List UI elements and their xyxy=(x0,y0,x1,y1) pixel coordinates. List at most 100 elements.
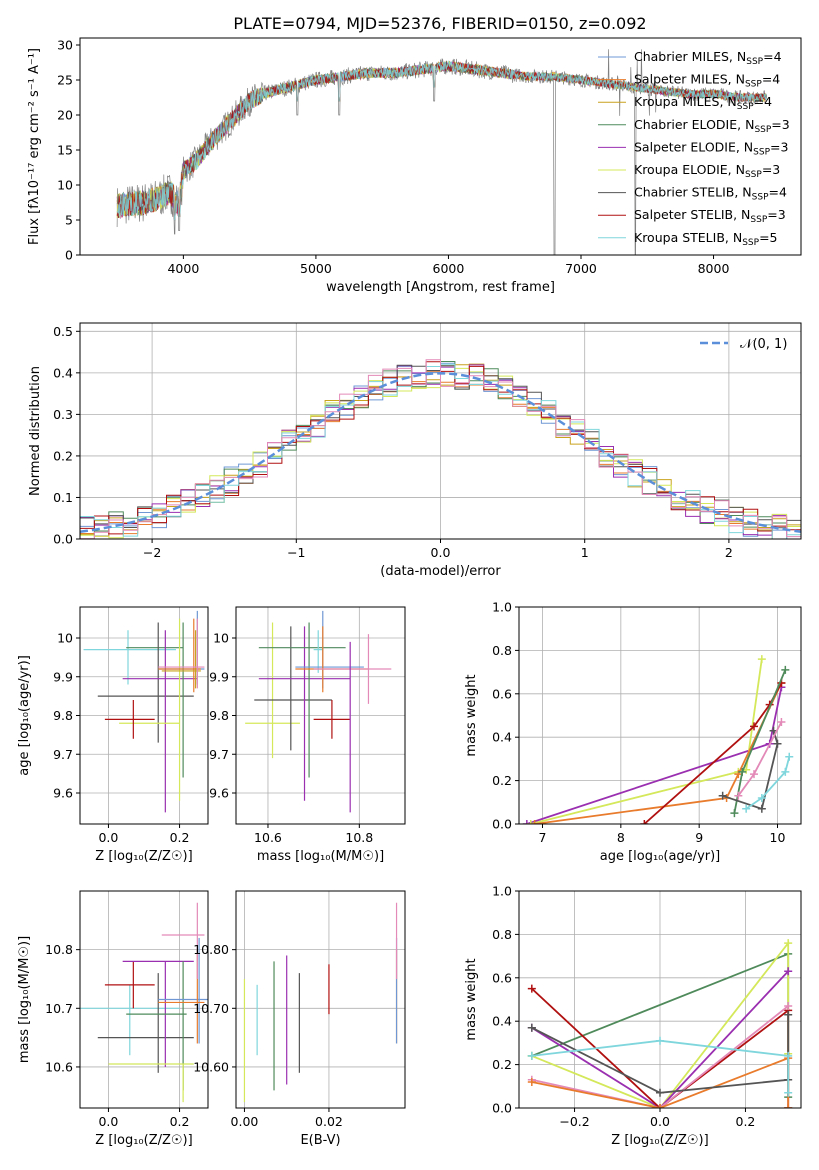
y-tick-label: 0.2 xyxy=(492,773,512,788)
y-tick-label: 10.7 xyxy=(45,1001,73,1016)
plot-area xyxy=(83,610,205,813)
legend-label-main: Salpeter MILES, N xyxy=(634,72,745,87)
x-tick-label: 7 xyxy=(539,830,547,845)
y-tick-label: 15 xyxy=(57,143,73,158)
y-tick-label: 10.8 xyxy=(45,942,73,957)
mass-weight-marker xyxy=(738,767,747,776)
legend-label: Salpeter STELIB, NSSP=3 xyxy=(634,207,786,225)
legend-label-main: Chabrier ELODIE, N xyxy=(634,117,754,132)
mass-weight-marker xyxy=(640,820,649,824)
mass-weight-line xyxy=(531,1005,789,1108)
y-tick-label: 0.4 xyxy=(53,365,73,380)
y-tick-label: 10.60 xyxy=(193,1059,229,1074)
mass-weight-marker xyxy=(730,809,739,818)
legend-label: 𝒩(0, 1) xyxy=(740,337,787,352)
x-tick-label: 0.2 xyxy=(170,1114,190,1129)
legend-label-tail: =4 xyxy=(754,94,772,109)
mass-weight-line xyxy=(531,970,789,1108)
mass-weight-marker xyxy=(742,804,751,813)
x-axis-label: Z [log₁₀(Z/Z☉)] xyxy=(611,1133,708,1148)
y-tick-label: 9.6 xyxy=(53,786,73,801)
mass-weight-marker xyxy=(656,1036,664,1045)
legend-label: Chabrier STELIB, NSSP=4 xyxy=(634,185,787,203)
y-tick-label: 0.6 xyxy=(492,970,512,985)
mass-weight-marker xyxy=(750,722,758,731)
legend-label-sub: SSP xyxy=(752,193,769,203)
y-tick-label: 10.70 xyxy=(193,1001,229,1016)
x-tick-label: 2 xyxy=(725,545,733,560)
y-tick-label: 9.9 xyxy=(53,669,73,684)
legend-label: Kroupa ELODIE, NSSP=3 xyxy=(634,162,780,180)
weight-vs-metallicity-panel: −0.2 0.0 0.2 0.0 0.2 0.4 0.6 0.8 1.0 Z [log₁₀(Z/Z… xyxy=(464,884,802,1148)
x-tick-label: 7000 xyxy=(565,261,597,276)
x-axis-label: Z [log₁₀(Z/Z☉)] xyxy=(95,849,192,864)
legend-label: Salpeter MILES, NSSP=4 xyxy=(634,72,780,90)
plot-area xyxy=(527,939,793,1108)
x-tick-label: 0.00 xyxy=(231,1114,259,1129)
legend-label: Kroupa MILES, NSSP=4 xyxy=(634,94,772,112)
y-axis-label: age [log₁₀(age/yr)] xyxy=(17,655,32,776)
mass-weight-marker xyxy=(784,1104,793,1108)
mass-weight-marker xyxy=(773,739,782,748)
mass-weight-marker xyxy=(784,1051,793,1060)
mass-weight-marker xyxy=(757,804,766,813)
legend-label-tail: =4 xyxy=(762,72,780,87)
mass-weight-marker xyxy=(777,718,786,727)
y-tick-label: 30 xyxy=(57,38,73,53)
y-axis-label: mass weight xyxy=(464,674,479,756)
mass-weight-marker xyxy=(757,793,766,802)
mass-weight-marker xyxy=(734,791,743,800)
y-tick-label: 5 xyxy=(65,213,73,228)
mass-weight-marker xyxy=(784,1002,793,1011)
legend-label-tail: =3 xyxy=(771,117,789,132)
x-tick-label: −2 xyxy=(143,545,161,560)
y-tick-label: 0.6 xyxy=(492,686,512,701)
mass-vs-metallicity-panel: 0.0 0.2 10.6 10.7 10.8 Z [log₁₀(Z/Z☉)] mass [l… xyxy=(17,890,209,1148)
x-tick-label: 0.0 xyxy=(98,1114,118,1129)
y-axis-label: Normed distribution xyxy=(28,366,43,496)
legend-label-sub: SSP xyxy=(737,102,754,112)
x-tick-label: 0.02 xyxy=(315,1114,343,1129)
age-vs-mass-panel: 10.6 10.8 9.6 9.7 9.8 9.9 10 mass [log₁₀(M/M☉)] xyxy=(209,606,406,864)
axes-frame xyxy=(235,890,406,1109)
mass-weight-line xyxy=(722,730,779,810)
legend-label-sub: SSP xyxy=(745,80,762,90)
y-axis-label: Flux [fλ10⁻¹⁷ erg cm⁻² s⁻¹ A⁻¹] xyxy=(27,48,42,245)
x-tick-label: 8000 xyxy=(698,261,730,276)
x-tick-label: 4000 xyxy=(167,261,199,276)
plot-area xyxy=(116,49,767,255)
y-tick-label: 0.0 xyxy=(492,1101,512,1116)
mass-weight-marker xyxy=(527,984,536,993)
legend-label-sub: SSP xyxy=(753,147,770,157)
mass-weight-marker xyxy=(718,791,727,800)
weight-vs-age-panel: 7 8 9 10 0.0 0.2 0.4 0.6 0.8 1.0 age [log₁₀(age/yr… xyxy=(464,600,802,864)
legend-label-sub: SSP xyxy=(746,57,763,67)
axes-frame xyxy=(518,606,802,825)
x-axis-label: wavelength [Angstrom, rest frame] xyxy=(326,280,555,295)
mass-weight-marker xyxy=(784,1088,793,1097)
mass-weight-marker xyxy=(785,752,794,761)
x-tick-label: 0.2 xyxy=(170,830,190,845)
x-axis-label: (data-model)/error xyxy=(380,564,501,579)
mass-weight-marker xyxy=(750,770,758,779)
mass-weight-marker xyxy=(522,820,531,824)
plot-area xyxy=(80,902,208,1103)
y-tick-label: 0.2 xyxy=(492,1057,512,1072)
mass-weight-line xyxy=(531,1014,790,1094)
legend-label-tail: =5 xyxy=(759,230,777,245)
y-tick-label: 9.7 xyxy=(209,747,229,762)
mass-weight-marker xyxy=(656,1088,664,1097)
x-tick-label: −1 xyxy=(287,545,305,560)
mass-weight-marker xyxy=(530,820,539,824)
spectrum-panel: 4000 5000 6000 7000 8000 0 5 10 15 20 25 30 waveleng… xyxy=(27,37,802,295)
plot-area xyxy=(245,610,392,813)
y-tick-label: 10.80 xyxy=(193,942,229,957)
figure-title: PLATE=0794, MJD=52376, FIBERID=0150, z=0… xyxy=(233,14,646,33)
legend-label-main: Kroupa ELODIE, N xyxy=(634,162,745,177)
legend-label-tail: =3 xyxy=(762,162,780,177)
mass-weight-line xyxy=(643,682,783,824)
x-tick-label: 1 xyxy=(581,545,589,560)
legend-label-tail: =4 xyxy=(769,185,787,200)
legend-label-main: Salpeter ELODIE, N xyxy=(634,139,753,154)
